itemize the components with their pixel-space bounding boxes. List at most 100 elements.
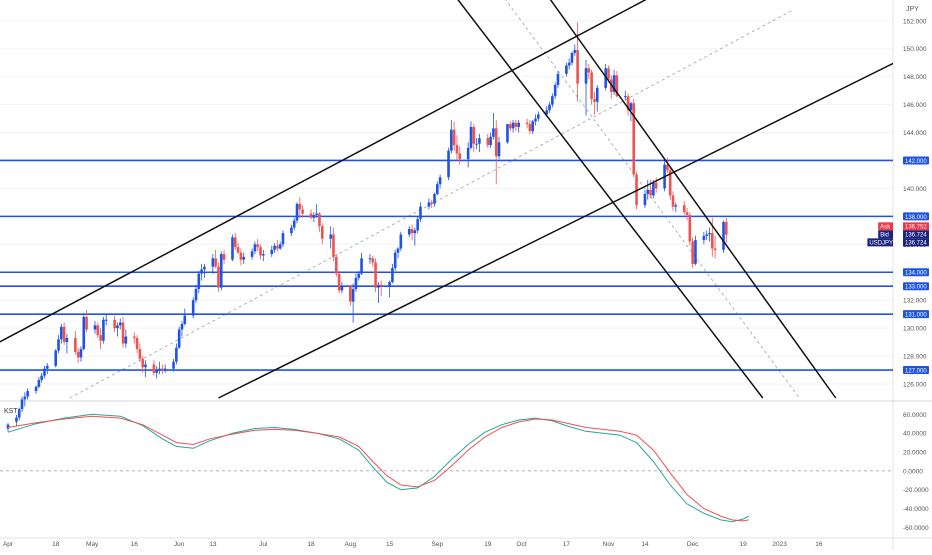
candle-body	[624, 96, 627, 98]
candle-body	[652, 182, 655, 196]
candle-body	[74, 337, 77, 352]
candle-body	[654, 182, 658, 189]
candle-body	[161, 368, 164, 371]
time-tick-label: 18	[307, 541, 315, 548]
time-axis: Apr 18 May 16 Jun 13 Jul 18 Aug 15 Sep 19 Oct 17 Nov 14…	[3, 541, 823, 548]
candle-body	[43, 368, 46, 376]
candle-body	[710, 233, 714, 249]
candle-body	[478, 138, 481, 144]
price-tag-name: Ask	[880, 225, 891, 231]
time-tick-label: Apr	[3, 541, 14, 548]
candle-body	[674, 205, 678, 207]
candle-body	[273, 245, 276, 250]
candle-body	[337, 273, 341, 291]
time-tick-label: 2023	[772, 541, 787, 548]
candle-body	[236, 247, 240, 253]
kst-tick-label: 0.0000	[903, 468, 923, 475]
time-tick-label: Jun	[174, 541, 185, 548]
candle-body	[688, 214, 692, 242]
kst-tick-label: 40.0000	[903, 431, 927, 438]
candle-body	[26, 391, 29, 397]
price-tick-label: 152.000	[903, 18, 927, 25]
candle-body	[82, 316, 86, 350]
candle-body	[276, 245, 279, 249]
time-tick-label: 16	[815, 541, 823, 548]
candle-body	[584, 68, 588, 84]
candle-body	[239, 252, 243, 260]
candle-body	[646, 189, 650, 195]
candle-body	[469, 126, 473, 148]
trendline	[549, 0, 837, 399]
candle-body	[349, 286, 352, 302]
price-tick-label: 130.000	[903, 326, 927, 333]
candle-body	[497, 142, 501, 157]
time-tick-label: 17	[563, 541, 571, 548]
candle-body	[553, 85, 557, 97]
kst-series-line	[7, 415, 749, 522]
trendline	[218, 62, 893, 399]
candle-body	[725, 221, 728, 235]
candle-body	[511, 122, 515, 129]
candle-body	[565, 65, 568, 74]
candle-body	[671, 195, 675, 207]
candle-body	[96, 325, 100, 336]
candle-body	[413, 230, 417, 234]
kst-tick-label: 20.0000	[903, 450, 927, 457]
candle-body	[262, 254, 265, 256]
trendline	[457, 0, 764, 399]
candle-body	[433, 194, 436, 204]
candle-body	[40, 375, 43, 380]
level-tag-bg	[903, 212, 929, 221]
candle-body	[57, 339, 60, 351]
candle-body	[34, 386, 38, 392]
currency-label: JPY	[906, 6, 919, 13]
candle-body	[486, 138, 490, 146]
candle-body	[629, 103, 633, 111]
candle-body	[340, 286, 344, 291]
time-tick-label: Dec	[687, 541, 699, 548]
candle-body	[494, 128, 498, 157]
candle-body	[45, 365, 49, 369]
candle-body	[315, 213, 318, 215]
price-tag-value: 136.724	[905, 233, 927, 239]
price-tick-label: 146.000	[903, 102, 927, 109]
candle-body	[132, 336, 136, 338]
candle-body	[256, 244, 260, 248]
price-tag-value: 136.752	[905, 225, 927, 231]
candle-body	[388, 282, 391, 287]
candle-body	[124, 336, 128, 344]
candle-body	[329, 234, 332, 239]
candle-body	[708, 233, 711, 235]
candle-body	[534, 118, 537, 122]
candle-body	[298, 203, 302, 210]
price-tag-value-bg	[903, 222, 929, 231]
candle-body	[20, 399, 24, 410]
candle-body	[407, 228, 411, 235]
candle-body	[60, 326, 63, 340]
kst-series-line	[7, 413, 750, 523]
candle-body	[118, 322, 122, 326]
price-tag-value-bg	[903, 238, 929, 247]
candle-body	[138, 349, 142, 359]
price-tick-label: 128.000	[903, 354, 927, 361]
candle-body	[615, 75, 619, 97]
kst-tick-label: 60.0000	[903, 412, 927, 419]
candle-body	[525, 122, 529, 125]
candle-body	[62, 326, 66, 343]
candle-body	[393, 252, 397, 269]
candle-body	[354, 277, 358, 290]
candle-body	[556, 73, 560, 86]
candle-body	[79, 349, 83, 358]
candle-body	[177, 329, 181, 348]
time-tick-label: Sep	[432, 541, 444, 548]
candle-body	[163, 368, 167, 371]
candle-body	[281, 233, 285, 245]
candle-body	[436, 184, 439, 195]
candle-body	[93, 325, 97, 330]
candle-body	[548, 104, 551, 111]
price-tag-name-bg	[867, 238, 893, 247]
candle-body	[290, 227, 293, 234]
price-tags: 142.000 138.000 134.000 133.000 131.000 127.0…	[867, 156, 929, 374]
candle-body	[175, 347, 178, 362]
